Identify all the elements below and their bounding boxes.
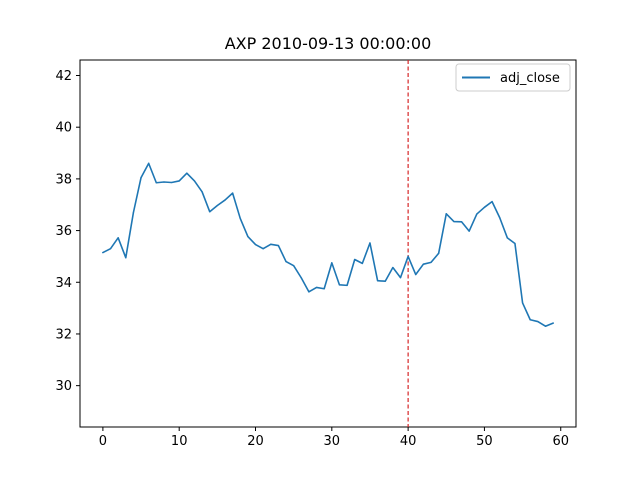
data-point xyxy=(384,280,386,282)
data-point xyxy=(552,322,554,324)
data-point xyxy=(430,261,432,263)
data-point xyxy=(216,204,218,207)
y-tick-label: 42 xyxy=(55,69,72,84)
y-tick-label: 36 xyxy=(55,224,72,239)
data-point xyxy=(247,235,249,238)
plot-area: 0 10 20 30 40 50 60 30 32 34 36 38 40 42 xyxy=(55,59,577,449)
data-point xyxy=(331,262,333,264)
data-point xyxy=(399,277,402,279)
x-tick-label: 10 xyxy=(171,434,188,449)
data-point xyxy=(422,263,424,265)
data-point xyxy=(209,211,211,213)
data-point xyxy=(361,262,363,264)
data-point xyxy=(155,182,157,184)
data-point xyxy=(308,291,310,293)
legend-box xyxy=(455,63,571,92)
x-tick-label: 50 xyxy=(476,434,493,449)
data-point xyxy=(392,266,394,269)
data-point xyxy=(285,260,287,263)
data-point xyxy=(239,217,241,220)
data-point xyxy=(445,213,447,215)
data-point xyxy=(415,273,417,276)
data-point xyxy=(521,302,524,304)
y-tick-label: 34 xyxy=(55,276,72,291)
data-point xyxy=(544,325,547,327)
y-axis: 30 32 34 36 38 40 42 xyxy=(55,69,80,394)
data-point xyxy=(537,320,539,323)
x-tick-label: 30 xyxy=(324,434,341,449)
y-tick-label: 40 xyxy=(55,121,72,136)
data-point xyxy=(254,243,257,246)
data-point xyxy=(460,221,463,223)
data-point xyxy=(377,280,379,282)
y-tick-label: 32 xyxy=(55,327,72,342)
data-point xyxy=(369,242,371,244)
data-point xyxy=(300,277,302,279)
data-point xyxy=(201,191,203,193)
data-point xyxy=(453,220,455,223)
data-point xyxy=(438,252,440,254)
y-tick-label: 30 xyxy=(55,379,72,394)
chart-title: AXP 2010-09-13 00:00:00 xyxy=(225,34,432,53)
data-point xyxy=(293,265,295,267)
data-point xyxy=(132,211,135,214)
data-point xyxy=(262,248,264,250)
data-point xyxy=(193,180,196,182)
x-axis: 0 10 20 30 40 50 60 xyxy=(99,427,569,449)
x-tick-label: 0 xyxy=(99,434,107,449)
data-point xyxy=(232,192,234,194)
x-tick-label: 40 xyxy=(400,434,417,449)
data-point xyxy=(148,162,150,164)
data-point xyxy=(315,286,318,289)
data-point xyxy=(170,181,173,184)
legend-label: adj_close xyxy=(500,71,560,86)
x-tick-label: 20 xyxy=(247,434,264,449)
data-point xyxy=(407,255,409,258)
data-point xyxy=(140,177,142,179)
data-point xyxy=(491,201,493,203)
data-point xyxy=(109,248,112,250)
data-point xyxy=(338,284,341,286)
data-point xyxy=(178,180,180,182)
series-group xyxy=(102,162,554,328)
data-point xyxy=(529,319,531,321)
legend: adj_close xyxy=(455,63,571,92)
data-point xyxy=(186,172,188,174)
data-point xyxy=(117,237,119,239)
x-tick-label: 60 xyxy=(552,434,569,449)
data-point xyxy=(270,243,272,245)
data-point xyxy=(354,258,356,261)
data-point xyxy=(346,284,348,286)
data-point xyxy=(277,244,279,247)
data-point xyxy=(483,206,486,208)
data-point xyxy=(514,242,516,245)
data-point xyxy=(506,237,508,239)
data-point xyxy=(224,199,226,201)
data-point xyxy=(499,217,501,219)
series-line-adj_close xyxy=(102,162,554,328)
data-point xyxy=(125,257,127,259)
axes-frame xyxy=(79,59,577,428)
data-point xyxy=(102,251,104,254)
data-point xyxy=(476,213,478,215)
data-point xyxy=(163,181,165,183)
y-tick-label: 38 xyxy=(55,172,72,187)
data-point xyxy=(468,230,470,232)
data-point xyxy=(323,288,325,290)
